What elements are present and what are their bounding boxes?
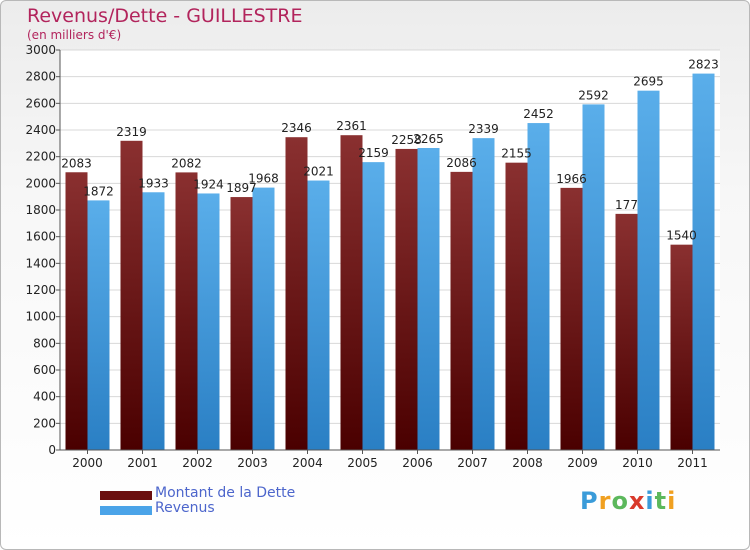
bar-dette [670,244,693,450]
x-tick-label: 2008 [512,456,543,470]
data-label-revenus: 2265 [413,132,444,146]
data-label-revenus: 1933 [138,176,169,190]
x-tick-label: 2011 [677,456,708,470]
bar-dette [175,172,198,450]
x-tick-label: 2003 [237,456,268,470]
bar-revenus [692,73,715,450]
chart-subtitle: (en milliers d'€) [27,28,122,42]
bar-dette [395,148,418,450]
bar-revenus [87,200,110,450]
data-label-dette: 2319 [116,125,147,139]
data-label-dette: 1897 [226,181,257,195]
x-tick-label: 2000 [72,456,103,470]
y-tick-label: 1800 [25,203,56,217]
legend-swatch-revenus [100,506,152,515]
data-label-revenus: 1968 [248,172,279,186]
bar-dette [450,171,473,450]
data-label-revenus: 2452 [523,107,554,121]
y-tick-label: 2000 [25,176,56,190]
proxiti-logo: Proxiti [580,487,676,515]
bar-revenus [252,187,275,450]
data-label-revenus: 2592 [578,88,609,102]
x-tick-label: 2004 [292,456,323,470]
y-tick-label: 400 [33,390,56,404]
data-label-revenus: 1924 [193,177,224,191]
logo-letter: i [645,487,655,515]
data-label-revenus: 2823 [688,58,719,72]
bar-revenus [142,192,165,450]
y-tick-label: 1200 [25,283,56,297]
x-tick-label: 2009 [567,456,598,470]
y-tick-label: 3000 [25,43,56,57]
y-tick-label: 2800 [25,70,56,84]
bar-revenus [472,138,495,450]
y-tick-label: 600 [33,363,56,377]
data-label-dette: 1966 [556,172,587,186]
data-label-revenus: 2339 [468,122,499,136]
data-label-dette: 2155 [501,147,532,161]
y-tick-label: 2400 [25,123,56,137]
bar-revenus [637,90,660,451]
data-label-revenus: 2021 [303,165,334,179]
y-tick-label: 2600 [25,96,56,110]
logo-letter: o [611,487,629,515]
y-tick-label: 1000 [25,310,56,324]
data-label-dette: 2346 [281,121,312,135]
y-tick-label: 0 [48,443,56,457]
legend-label-dette: Montant de la Dette [155,485,296,501]
data-label-revenus: 2695 [633,75,664,89]
y-tick-label: 1400 [25,256,56,270]
data-label-dette: 177 [615,198,638,212]
bar-revenus [197,193,220,450]
bar-dette [120,140,143,451]
legend-swatch-dette [100,491,152,500]
x-tick-label: 2010 [622,456,653,470]
y-tick-label: 800 [33,336,56,350]
bar-revenus [307,180,330,451]
data-label-dette: 2258 [391,133,422,147]
logo-letter: t [654,487,668,515]
bar-dette [65,172,88,450]
logo-letter: r [598,487,612,515]
data-label-dette: 2086 [446,156,477,170]
data-label-dette: 1540 [666,229,697,243]
data-label-revenus: 2159 [358,146,389,160]
x-tick-label: 2002 [182,456,213,470]
bar-revenus [362,162,385,450]
logo-letter: i [667,487,677,515]
bar-revenus [582,104,605,451]
x-tick-label: 2007 [457,456,488,470]
bar-revenus [527,123,550,451]
logo-letter: x [628,487,646,515]
x-tick-label: 2001 [127,456,158,470]
bar-dette [285,137,308,450]
logo-letter: P [580,487,599,515]
plot-area [60,50,720,450]
legend-label-revenus: Revenus [155,500,215,516]
x-tick-label: 2005 [347,456,378,470]
bar-dette [615,213,638,450]
y-tick-label: 1600 [25,230,56,244]
bar-dette [560,187,583,450]
bar-dette [230,197,253,450]
data-label-dette: 2082 [171,156,202,170]
data-label-dette: 2361 [336,119,367,133]
bar-dette [340,135,363,450]
bar-revenus [417,148,440,450]
data-label-revenus: 1872 [83,184,114,198]
chart-title: Revenus/Dette - GUILLESTRE [27,5,303,27]
data-label-dette: 2083 [61,156,92,170]
x-tick-label: 2006 [402,456,433,470]
y-tick-label: 200 [33,416,56,430]
bar-dette [505,162,528,450]
y-tick-label: 2200 [25,150,56,164]
